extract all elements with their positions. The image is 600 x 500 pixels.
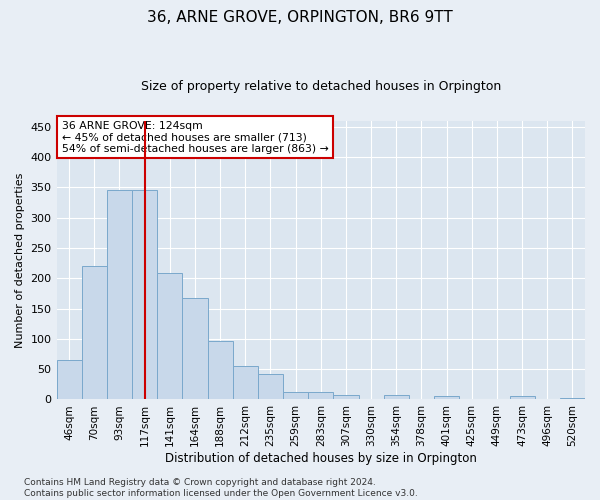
Bar <box>82 266 107 400</box>
Bar <box>509 396 535 400</box>
Bar <box>283 392 308 400</box>
Text: Contains HM Land Registry data © Crown copyright and database right 2024.
Contai: Contains HM Land Registry data © Crown c… <box>24 478 418 498</box>
Title: Size of property relative to detached houses in Orpington: Size of property relative to detached ho… <box>140 80 501 93</box>
Y-axis label: Number of detached properties: Number of detached properties <box>15 172 25 348</box>
X-axis label: Distribution of detached houses by size in Orpington: Distribution of detached houses by size … <box>165 452 477 465</box>
Text: 36, ARNE GROVE, ORPINGTON, BR6 9TT: 36, ARNE GROVE, ORPINGTON, BR6 9TT <box>147 10 453 25</box>
Text: 36 ARNE GROVE: 124sqm
← 45% of detached houses are smaller (713)
54% of semi-det: 36 ARNE GROVE: 124sqm ← 45% of detached … <box>62 120 329 154</box>
Bar <box>334 395 359 400</box>
Bar <box>233 366 258 400</box>
Bar <box>258 374 283 400</box>
Bar <box>107 190 132 400</box>
Bar <box>132 190 157 400</box>
Bar <box>157 274 182 400</box>
Bar <box>560 398 585 400</box>
Bar <box>383 395 409 400</box>
Bar <box>208 340 233 400</box>
Bar <box>182 298 208 400</box>
Bar <box>434 396 459 400</box>
Bar <box>56 360 82 400</box>
Bar <box>308 392 334 400</box>
